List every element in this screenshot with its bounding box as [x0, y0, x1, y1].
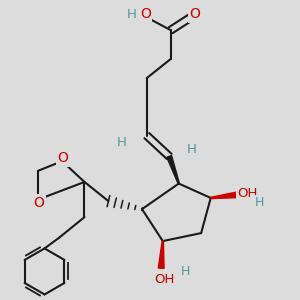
Text: H: H: [127, 8, 136, 21]
Text: OH: OH: [237, 187, 258, 200]
Text: H: H: [181, 265, 190, 278]
Polygon shape: [158, 241, 164, 268]
Text: O: O: [140, 7, 151, 21]
Text: O: O: [189, 7, 200, 21]
Text: O: O: [58, 151, 68, 165]
Text: OH: OH: [154, 273, 175, 286]
Text: H: H: [116, 136, 126, 148]
Text: H: H: [187, 143, 196, 157]
Polygon shape: [211, 192, 238, 199]
Text: O: O: [34, 196, 44, 210]
Text: H: H: [255, 196, 264, 209]
Polygon shape: [167, 155, 179, 184]
